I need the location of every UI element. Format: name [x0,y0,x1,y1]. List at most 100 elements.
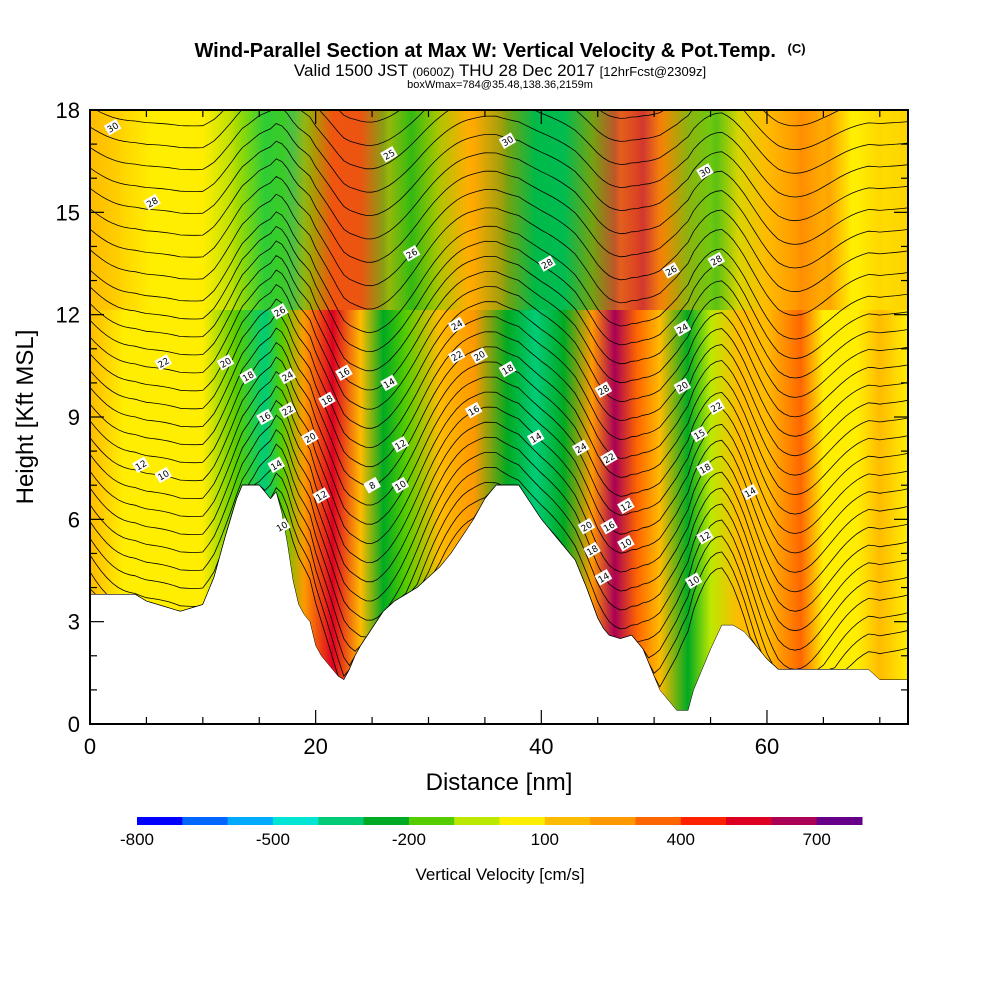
y-tick-label: 6 [68,507,80,532]
subtitle-valid: Valid 1500 JST [294,61,408,80]
contour-label-2: 22 [154,354,173,371]
contour-label-text: 8 [368,481,378,493]
contour-label-bg [673,320,692,337]
colorbar-ticks: -800 -500 -200 100 400 700 [120,830,831,849]
colorbar-segment-6 [408,817,455,825]
contour-label-bg [617,497,635,514]
colorbar-segment-8 [499,817,546,825]
contour-label-bg [103,118,122,136]
contour-label-bg [617,534,635,552]
y-tick-label: 18 [56,98,80,123]
y-tick-label: 9 [68,405,80,430]
contour-label-bg [571,439,590,456]
contour-label-bg [696,163,714,180]
contour-label-text: 15 [693,428,708,442]
isentrope-7 [90,399,908,593]
contour-label-bg [464,401,483,419]
contour-label-bg [741,483,759,501]
contour-label-text: 12 [698,531,713,545]
contour-label-24: 22 [447,347,466,364]
colorbar-segment-0 [137,817,183,825]
contour-label-bg [447,316,466,334]
isentrope-9 [90,371,908,554]
contour-label-bg [278,367,297,385]
isentrope-26 [90,110,908,198]
contour-label-bg [216,354,235,371]
contour-label-8: 12 [131,456,150,473]
x-tick-label: 40 [529,734,553,759]
contour-label-text: 12 [134,459,149,473]
terrain-mask [90,484,908,724]
subtitle-date: THU 28 Dec 2017 [459,61,595,80]
contour-label-bg [594,381,613,398]
contour-label-bg [363,476,381,494]
contour-label-48: 12 [696,528,714,545]
contour-label-bg [267,456,286,474]
colorbar-segment-15 [816,817,863,825]
contour-label-37: 12 [617,497,635,514]
colorbar-tick-label: -200 [392,830,426,849]
isentrope-11 [90,342,908,515]
contour-label-bg [447,347,466,364]
colorbar-tick-label: 400 [667,830,695,849]
colorbar-segment-10 [590,817,636,825]
chart-title-text: Wind-Parallel Section at Max W: Vertical… [194,40,775,62]
box-info: boxWmax=784@35.48,138.36,2159m [407,79,593,91]
x-tick-label: 60 [755,734,779,759]
isentrope-33 [90,0,908,31]
contour-label-text: 22 [709,401,724,415]
subtitle-zulu: (0600Z) [412,65,454,79]
contour-label-bg [256,408,274,426]
y-axis: 0 3 6 9 12 15 18 [56,98,908,737]
isentrope-19 [90,225,908,359]
isentrope-25 [90,123,908,222]
contour-label-bg [402,245,421,262]
contour-label-bg [380,146,398,163]
isentrope-21 [90,193,908,316]
contour-label-33: 22 [600,449,618,467]
isentrope-18 [90,240,908,379]
contour-label-22: 8 [363,476,381,494]
contour-label-bg [335,364,353,381]
colorbar-segment-12 [680,817,727,825]
contour-label-bg [270,303,289,320]
contour-label-bg [577,517,596,535]
isentrope-17 [90,254,908,398]
contour-label-bg [143,193,161,211]
isentrope-20 [90,211,908,340]
colorbar-segment-5 [363,817,410,825]
isentrope-22 [90,176,908,293]
contour-label-text: 22 [450,350,465,364]
contour-label-bg [600,517,618,535]
colorbar-segment-2 [227,817,274,825]
y-tick-label: 12 [56,303,80,328]
contour-label-text: 25 [382,148,397,162]
contour-label-bg [391,476,410,494]
isentrope-27 [90,110,908,174]
contour-label-bg [278,401,297,419]
isentrope-14 [90,298,908,457]
contour-label-text: 12 [315,490,330,504]
contour-label-bg [583,541,601,559]
contour-label-bg [498,360,517,378]
isentrope-29 [338,110,841,127]
contour-label-text: 22 [157,357,172,371]
contour-label-bg [600,449,618,467]
colorbar-segment-13 [726,817,772,825]
isentrope-15 [90,283,908,437]
vertical-velocity-field-upper [90,110,908,310]
colorbar-tick-label: 700 [803,830,831,849]
colorbar-segment-14 [771,817,818,825]
isentrope-24 [90,140,908,245]
colorbar-label: Vertical Velocity [cm/s] [415,865,584,884]
contour-label-bg [154,466,173,484]
colorbar [137,817,863,825]
contour-label-bg [696,459,714,477]
contour-label-text: 22 [281,404,296,418]
isentrope-10 [90,356,908,534]
y-tick-label: 3 [68,610,80,635]
contour-label-text: 12 [619,500,634,514]
